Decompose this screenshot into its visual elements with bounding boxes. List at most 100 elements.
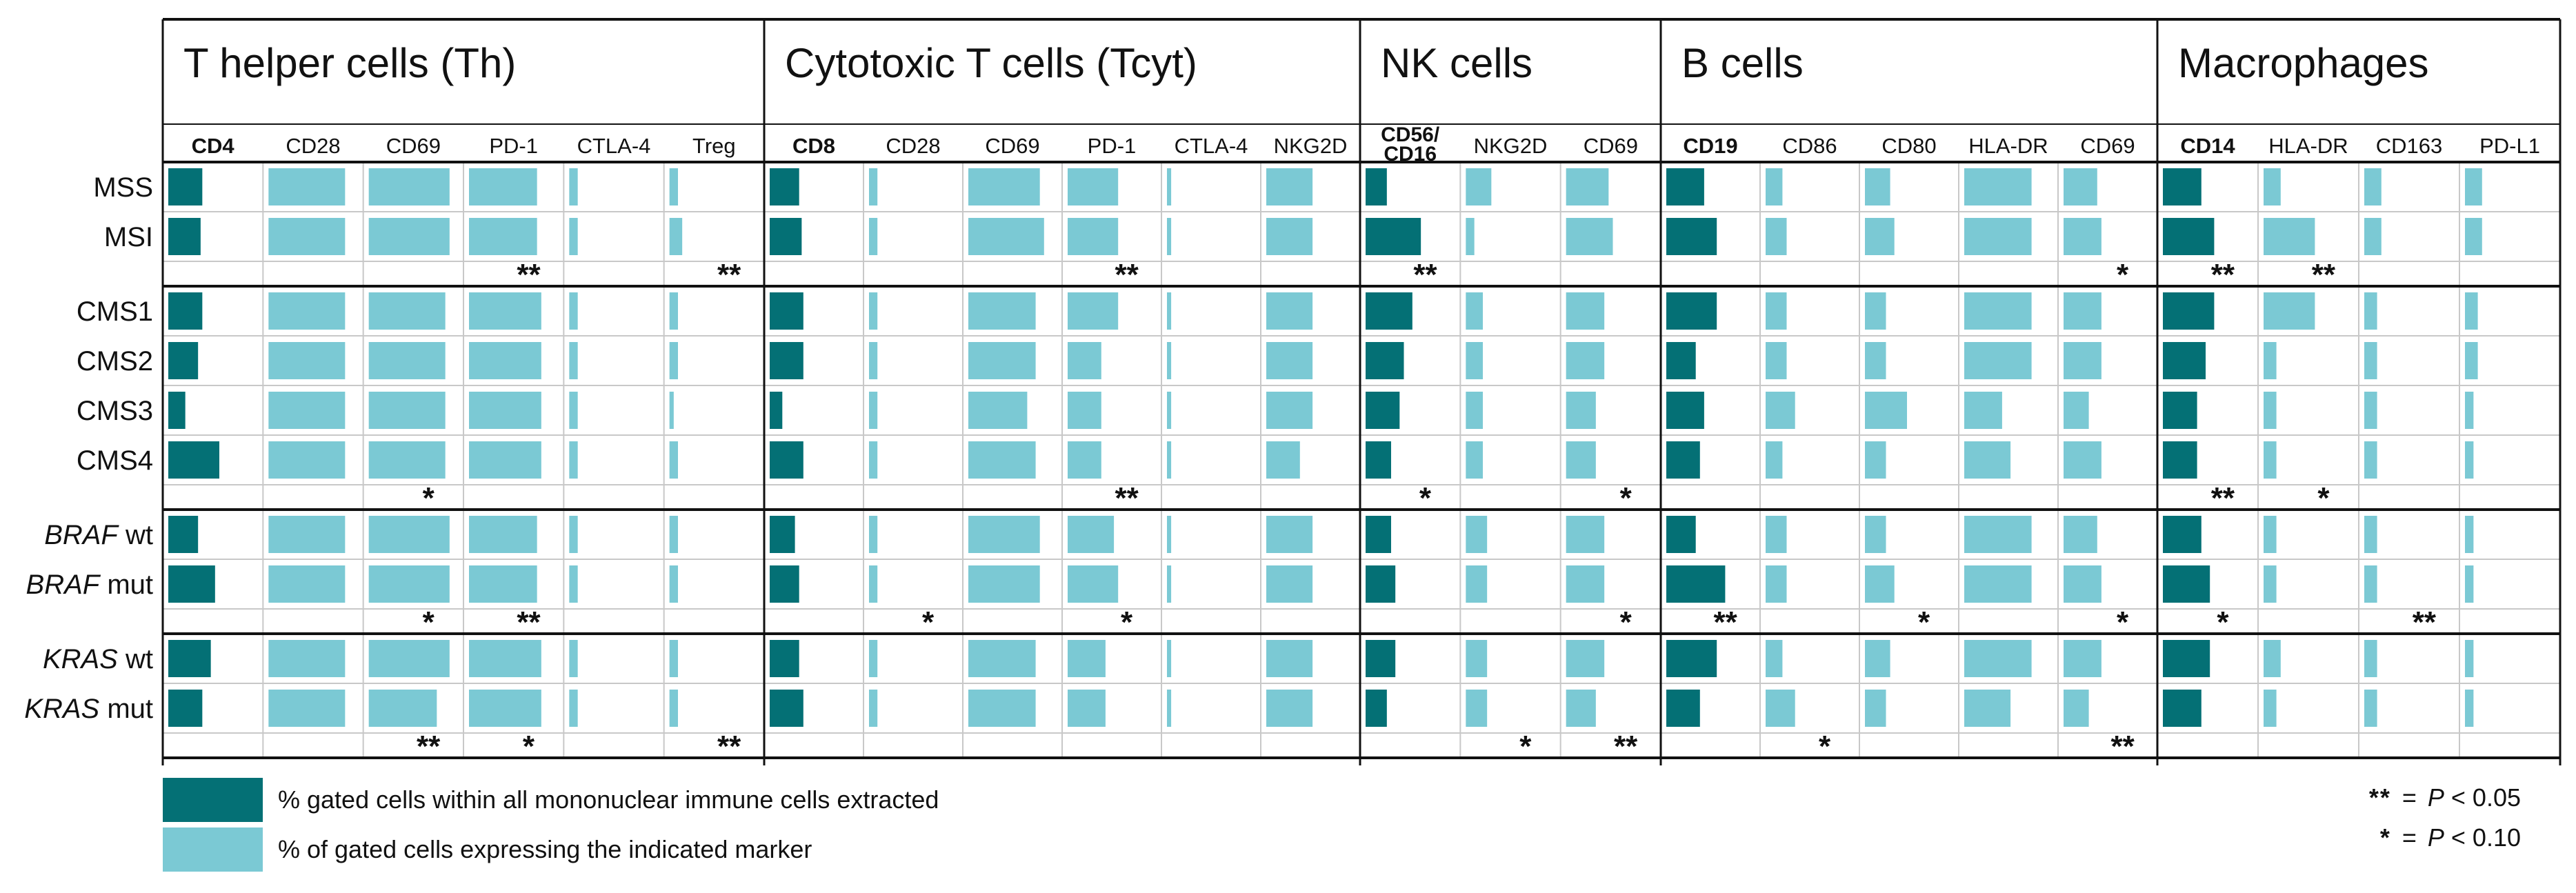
bar-cms4-cd69: [968, 441, 1036, 479]
bar-cms4-cd8: [770, 441, 803, 479]
significance-marker: *: [1519, 730, 1532, 763]
bar-braf-mut-cd56: [1366, 565, 1396, 603]
bar-msi-cd4: [168, 218, 201, 255]
bar-msi-cd86: [1766, 218, 1787, 255]
bar-msi-cd56: [1366, 218, 1421, 255]
row-label: CMS3: [77, 396, 153, 426]
row-label-gene: BRAF: [26, 570, 101, 600]
bar-cms3-pd1: [1068, 392, 1101, 429]
bar-msi-cd19: [1666, 218, 1717, 255]
bar-kras-wt-cd56: [1366, 640, 1396, 677]
bar-msi-cd69: [368, 218, 450, 255]
bar-cms1-nkg2d: [1266, 292, 1313, 330]
bar-cms1-hladr: [2264, 292, 2315, 330]
bar-msi-cd69: [968, 218, 1044, 255]
bar-cms2-treg: [669, 342, 678, 379]
legend-swatch-light: [163, 827, 263, 872]
significance-marker: *: [922, 605, 935, 639]
bar-braf-mut-cd69: [2064, 565, 2101, 603]
bar-cms4-pd1: [469, 441, 541, 479]
group-title: B cells: [1681, 40, 1804, 86]
bar-msi-cd163: [2364, 218, 2382, 255]
bar-kras-mut-cd28: [268, 690, 346, 727]
bar-braf-wt-hladr: [1964, 516, 2032, 553]
bar-cms4-nkg2d: [1266, 441, 1300, 479]
column-label: CD14: [2180, 134, 2235, 158]
bar-cms3-cd19: [1666, 392, 1704, 429]
bar-braf-wt-pdl1: [2465, 516, 2474, 553]
bar-braf-wt-hladr: [2264, 516, 2277, 553]
bar-cms3-cd69: [2064, 392, 2089, 429]
bar-braf-wt-cd69: [968, 516, 1040, 553]
bar-cms4-ctla4: [1167, 441, 1172, 479]
group-title: NK cells: [1381, 40, 1532, 86]
bar-kras-mut-cd69: [368, 690, 437, 727]
column-label: CD69: [1584, 134, 1638, 158]
bar-kras-wt-cd86: [1766, 640, 1783, 677]
bar-braf-wt-cd19: [1666, 516, 1696, 553]
row-label-status: wt: [118, 520, 153, 550]
bar-cms2-ctla4: [1167, 342, 1172, 379]
bar-kras-mut-cd69: [2064, 690, 2089, 727]
significance-marker: *: [1419, 481, 1432, 515]
column-label-line2: CD16: [1384, 143, 1437, 165]
bar-cms4-pd1: [1068, 441, 1101, 479]
bar-cms3-ctla4: [569, 392, 578, 429]
bar-cms3-cd28: [268, 392, 346, 429]
bar-mss-pdl1: [2465, 168, 2482, 205]
column-label: HLA-DR: [2268, 134, 2348, 158]
sig-key-threshold: < 0.10: [2450, 823, 2521, 852]
bar-braf-mut-cd19: [1666, 565, 1726, 603]
bar-kras-wt-cd69: [2064, 640, 2101, 677]
bar-cms1-cd56: [1366, 292, 1412, 330]
bar-cms2-pdl1: [2465, 342, 2478, 379]
column-label: CD80: [1881, 134, 1936, 158]
bar-braf-mut-cd69: [968, 565, 1040, 603]
bar-braf-mut-cd69: [1566, 565, 1605, 603]
bar-cms1-cd163: [2364, 292, 2377, 330]
bar-cms2-cd69: [2064, 342, 2101, 379]
bar-cms3-cd163: [2364, 392, 2377, 429]
bar-cms1-pdl1: [2465, 292, 2478, 330]
bar-cms3-cd8: [770, 392, 783, 429]
bar-cms3-treg: [669, 392, 674, 429]
bar-cms2-ctla4: [569, 342, 578, 379]
bar-braf-wt-treg: [669, 516, 678, 553]
bar-braf-wt-ctla4: [569, 516, 578, 553]
bar-cms4-cd4: [168, 441, 219, 479]
bar-mss-treg: [669, 168, 678, 205]
sig-key-p: P: [2427, 783, 2444, 812]
bar-cms2-pd1: [1068, 342, 1101, 379]
bar-cms4-cd69: [2064, 441, 2101, 479]
bar-cms2-pd1: [469, 342, 541, 379]
bar-kras-mut-cd8: [770, 690, 803, 727]
bar-braf-wt-cd28: [869, 516, 878, 553]
bar-kras-wt-cd80: [1865, 640, 1890, 677]
bar-kras-wt-cd69: [1566, 640, 1605, 677]
bar-cms2-cd56: [1366, 342, 1404, 379]
bar-kras-wt-hladr: [1964, 640, 2032, 677]
bar-braf-wt-nkg2d: [1466, 516, 1488, 553]
bar-cms2-cd80: [1865, 342, 1886, 379]
bar-braf-wt-cd56: [1366, 516, 1391, 553]
bar-cms4-cd86: [1766, 441, 1783, 479]
significance-marker: *: [1918, 605, 1930, 639]
bar-braf-mut-cd86: [1766, 565, 1787, 603]
bar-mss-cd8: [770, 168, 799, 205]
bar-cms4-cd69: [368, 441, 446, 479]
bar-mss-pd1: [1068, 168, 1119, 205]
significance-marker: *: [2117, 605, 2129, 639]
sig-key-equals: =: [2402, 823, 2417, 852]
bar-braf-mut-ctla4: [1167, 565, 1172, 603]
bar-cms2-cd69: [968, 342, 1036, 379]
bar-kras-mut-nkg2d: [1466, 690, 1488, 727]
bar-braf-wt-cd8: [770, 516, 795, 553]
legend-label-dark: % gated cells within all mononuclear imm…: [278, 785, 939, 814]
bar-braf-wt-cd163: [2364, 516, 2377, 553]
significance-marker: *: [1121, 605, 1133, 639]
legend-item-dark: % gated cells within all mononuclear imm…: [163, 778, 939, 822]
sig-key-005: ** = P < 0.05: [2343, 783, 2521, 812]
bar-cms1-cd86: [1766, 292, 1787, 330]
bar-cms3-cd69: [1566, 392, 1596, 429]
bar-braf-wt-cd80: [1865, 516, 1886, 553]
